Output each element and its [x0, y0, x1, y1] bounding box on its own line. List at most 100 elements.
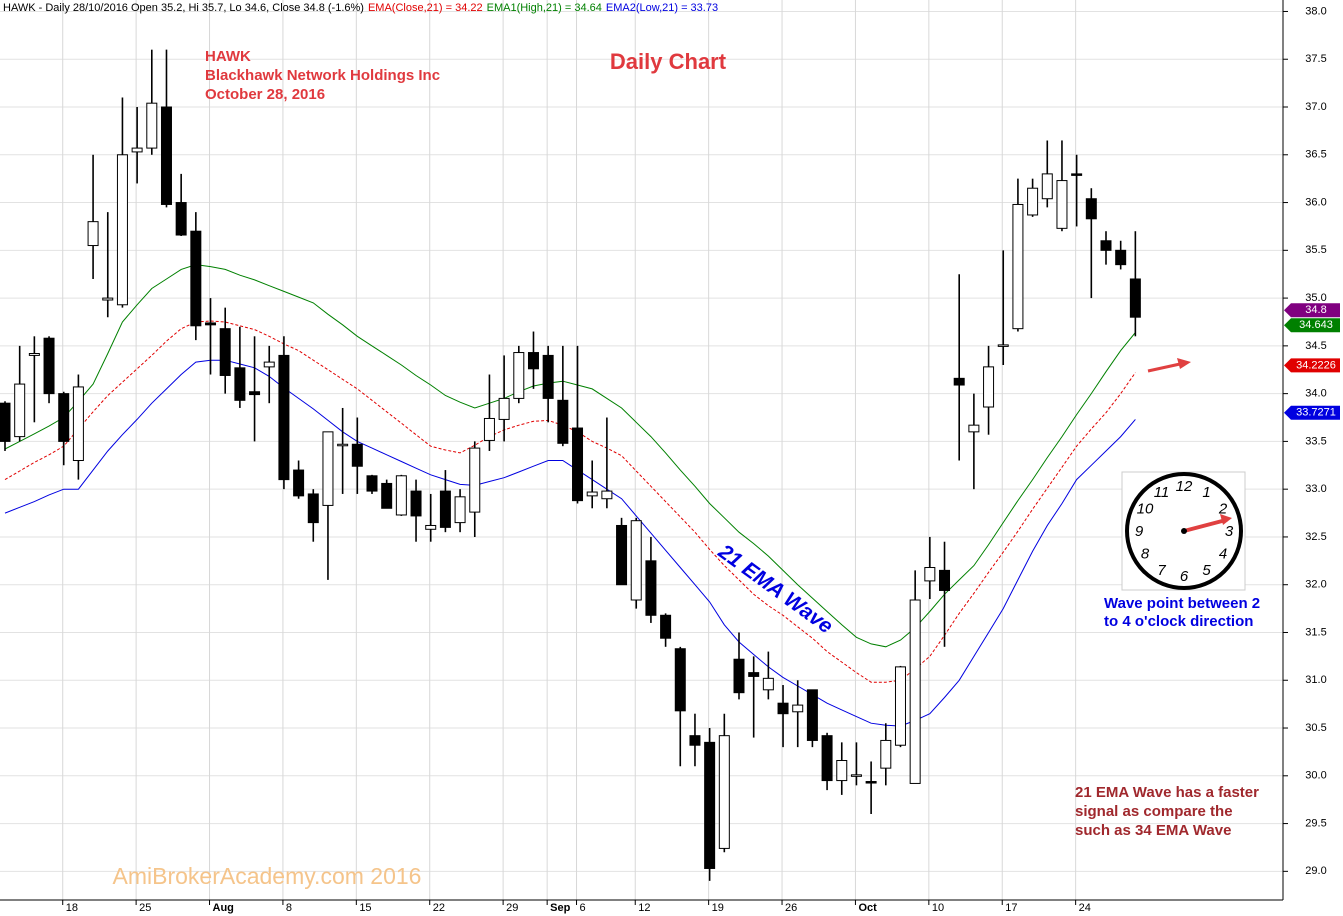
candle-body [968, 424, 980, 433]
candle-body [160, 106, 172, 205]
clock-hand-tip [1220, 514, 1232, 525]
y-tick-label: 32.0 [1305, 579, 1326, 591]
y-tick-label: 36.5 [1305, 149, 1326, 161]
candle-body [146, 102, 158, 149]
price-tag [1284, 358, 1340, 373]
candle-body [1100, 240, 1112, 251]
x-tick-label: 12 [638, 902, 650, 914]
candle-body [483, 417, 495, 441]
y-tick-label: 29.0 [1305, 865, 1326, 877]
subtitle: Blackhawk Network Holdings Inc [205, 67, 440, 84]
price-tag [1284, 405, 1340, 420]
candle-body [425, 524, 437, 530]
candle-body [439, 490, 451, 528]
candle-body [0, 402, 11, 442]
candle-body [205, 322, 217, 326]
candle-body [28, 353, 40, 356]
candle-body [175, 202, 187, 236]
clock-hand [1182, 518, 1228, 533]
candle-body [381, 482, 393, 509]
candle-body [1041, 173, 1053, 200]
candle-body [249, 391, 261, 396]
candle-body [307, 493, 319, 524]
candle-body [14, 383, 26, 438]
arrow-head [1177, 358, 1191, 369]
y-tick-label: 31.0 [1305, 674, 1326, 686]
y-tick-label: 38.0 [1305, 5, 1326, 17]
y-tick-label: 34.5 [1305, 340, 1326, 352]
direction-arrow [1147, 358, 1191, 373]
candle-body [762, 677, 774, 691]
x-tick-label: 26 [785, 902, 797, 914]
price-tag [1284, 303, 1340, 318]
candle-body [939, 569, 951, 591]
candle-body [718, 735, 730, 849]
y-tick-label: 30.5 [1305, 722, 1326, 734]
clock-center [1181, 528, 1187, 534]
x-tick-label: 6 [580, 902, 586, 914]
subtitle: HAWK [205, 48, 251, 65]
candle-body [263, 361, 275, 368]
y-tick-label: 34.0 [1305, 388, 1326, 400]
price-tag-label: 34.8 [1305, 304, 1326, 316]
legend-entry: EMA2(Low,21) = 33.73 [606, 2, 718, 14]
x-tick-label: 25 [139, 902, 151, 914]
candle-body [865, 781, 877, 784]
arrow-shaft [1147, 362, 1181, 373]
candle-body [880, 739, 892, 769]
y-tick-label: 30.0 [1305, 770, 1326, 782]
y-tick-label: 37.0 [1305, 101, 1326, 113]
x-tick-label: 10 [932, 902, 944, 914]
y-tick-label: 32.5 [1305, 531, 1326, 543]
candle-body [72, 386, 84, 462]
candle-body [190, 230, 202, 327]
candle-body [572, 427, 584, 502]
candle-body [924, 567, 936, 582]
candle-body [674, 648, 686, 712]
candle-body [586, 491, 598, 497]
candle-body [410, 490, 422, 517]
price-tag-label: 34.643 [1299, 319, 1333, 331]
candle-body [850, 774, 862, 777]
header: HAWK - Daily 28/10/2016 Open 35.2, Hi 35… [3, 2, 718, 14]
candle-body [527, 352, 539, 370]
x-tick-label: 17 [1005, 902, 1017, 914]
candle-body [836, 760, 848, 782]
candle-body [366, 475, 378, 492]
candle-body [1056, 180, 1068, 229]
candle-body [293, 469, 305, 497]
clock-number: 12 [1176, 478, 1193, 495]
price-tag-label: 33.7271 [1296, 407, 1336, 419]
candle-body [953, 377, 965, 386]
ema-note: such as 34 EMA Wave [1075, 822, 1231, 839]
candle-body [601, 490, 613, 500]
clock-number: 6 [1180, 568, 1189, 585]
x-tick-label: 19 [712, 902, 724, 914]
y-tick-label: 36.0 [1305, 196, 1326, 208]
clock-number: 3 [1225, 523, 1234, 540]
clock-number: 2 [1218, 500, 1228, 517]
candle-body [630, 520, 642, 601]
y-tick-label: 37.5 [1305, 53, 1326, 65]
subtitle: October 28, 2016 [205, 86, 325, 103]
candle-body [821, 735, 833, 782]
candle-body [498, 397, 510, 420]
x-tick-label: 18 [66, 902, 78, 914]
candle-body [278, 354, 290, 481]
candle-body [983, 366, 995, 408]
clock-number: 8 [1141, 545, 1150, 562]
clock-number: 4 [1219, 545, 1227, 562]
candle-body [733, 658, 745, 694]
watermark: AmiBrokerAcademy.com 2016 [113, 863, 422, 889]
candle-body [748, 672, 760, 677]
candle-body [1012, 203, 1024, 330]
legend-entry: EMA1(High,21) = 34.64 [487, 2, 602, 14]
candle-body [1129, 278, 1141, 318]
notes: HAWK Blackhawk Network Holdings Inc Octobe… [205, 48, 1260, 839]
y-tick-label: 33.5 [1305, 435, 1326, 447]
y-tick-label: 29.5 [1305, 817, 1326, 829]
candle-body [689, 735, 701, 746]
x-tick-label: 29 [506, 902, 518, 914]
